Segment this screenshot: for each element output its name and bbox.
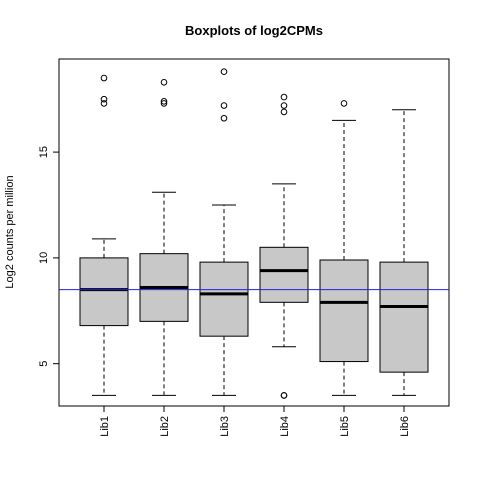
box-lib4	[259, 93, 309, 399]
box-lib3	[199, 68, 249, 396]
plot-frame	[58, 58, 450, 407]
outlier-point	[340, 100, 348, 107]
x-tick-label-lib1: Lib1	[99, 416, 111, 437]
box-lib6	[379, 109, 429, 396]
x-tick-label-lib3: Lib3	[219, 416, 231, 437]
outlier-point	[220, 102, 228, 109]
box-lib2	[139, 78, 189, 396]
iqr-box	[379, 261, 429, 373]
outlier-point	[100, 100, 108, 107]
outlier-point	[160, 78, 168, 86]
box-lib5	[319, 100, 369, 396]
y-tick-label: 10	[38, 252, 50, 264]
x-axis: Lib1 Lib2 Lib3 Lib4 Lib5 Lib6	[99, 406, 411, 437]
y-axis-label: Log2 counts per million	[4, 175, 16, 288]
outlier-point	[280, 93, 288, 101]
iqr-box	[319, 259, 369, 363]
outlier-point	[160, 100, 168, 107]
outlier-point	[100, 74, 108, 82]
outlier-point	[220, 68, 228, 75]
x-tick-label-lib6: Lib6	[399, 416, 411, 437]
iqr-box	[199, 261, 249, 337]
outlier-point	[280, 102, 288, 109]
outlier-point	[100, 95, 108, 103]
outlier-point	[220, 114, 228, 122]
y-tick-label: 5	[38, 361, 50, 367]
box-lib1	[79, 74, 129, 396]
chart-title: Boxplots of log2CPMs	[185, 23, 323, 38]
iqr-box	[259, 246, 309, 303]
y-axis: 5 10 15	[38, 146, 59, 367]
boxes	[79, 68, 429, 399]
outlier-point	[280, 392, 288, 399]
x-tick-label-lib4: Lib4	[279, 416, 291, 437]
y-tick-label: 15	[38, 146, 50, 158]
iqr-box	[79, 257, 129, 327]
outlier-point	[160, 98, 168, 105]
outlier-point	[280, 108, 288, 116]
x-tick-label-lib2: Lib2	[159, 416, 171, 437]
x-tick-label-lib5: Lib5	[339, 416, 351, 437]
